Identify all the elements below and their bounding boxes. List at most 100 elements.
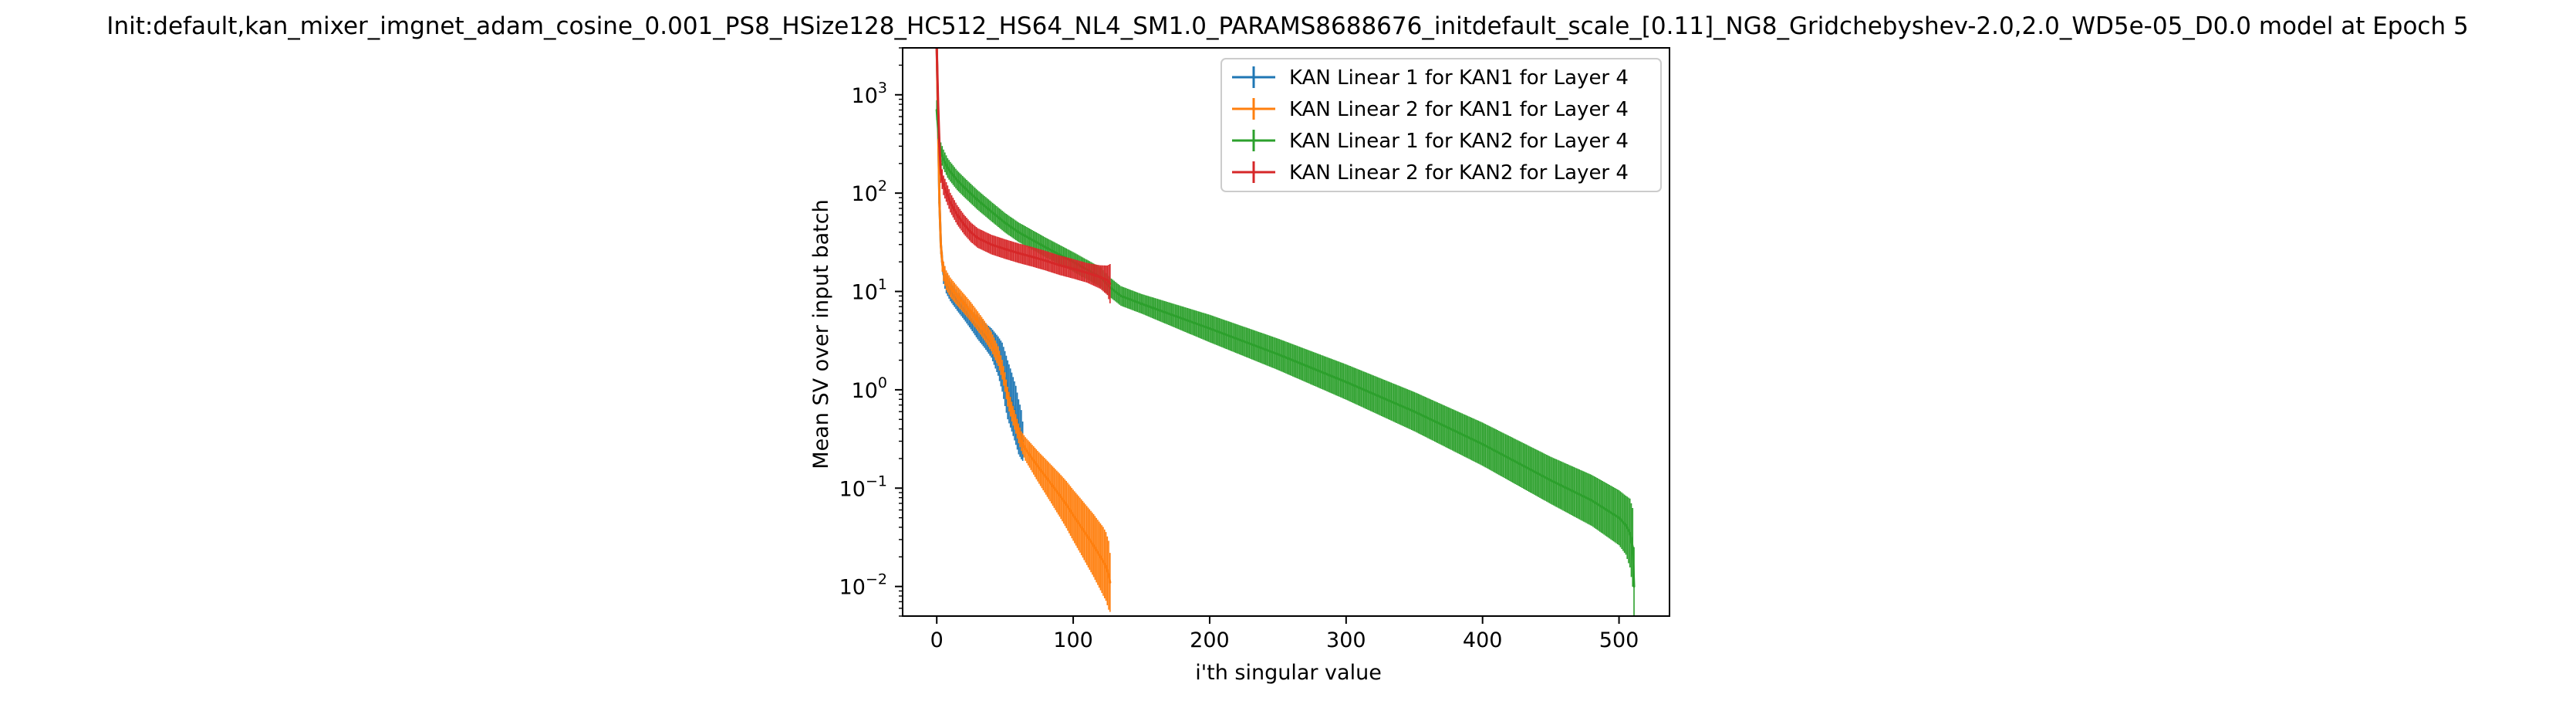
series-1-point-9 [963,302,966,305]
series-2-point-8 [963,185,966,188]
legend-label-1: KAN Linear 2 for KAN1 for Layer 4 [1289,98,1629,121]
series-2-point-22 [1413,410,1416,413]
series-3-point-8 [963,223,966,226]
series-1-point-11 [976,320,979,323]
series-1-point-24 [1038,466,1041,469]
series-2-point-30 [1632,585,1636,588]
series-3-point-17 [1072,267,1075,270]
series-3-point-19 [1099,276,1102,279]
series-2-point-10 [990,210,993,213]
series-1-point-19 [1015,422,1018,425]
legend-box [1220,58,1662,192]
x-axis-label: i'th singular value [1195,661,1382,685]
series-1-point-32 [1092,544,1096,547]
y-tick-label-4: 102 [852,178,887,206]
series-2-point-18 [1140,302,1143,305]
series-1-point-22 [1024,448,1027,451]
series-3-point-3 [940,171,943,174]
series-3-errorbars-path [936,48,1111,303]
series-2-point-4 [942,158,945,161]
series-1-point-4 [940,260,944,263]
series-2-point-26 [1618,516,1621,520]
series-1-point-8 [956,294,959,297]
series-2-point-11 [1004,221,1007,224]
series-1-point-10 [969,310,972,313]
plot-frame [902,47,1670,617]
series-1-point-23 [1031,457,1034,460]
series-1-point-21 [1020,440,1023,443]
chart-title: Init:default,kan_mixer_imgnet_adam_cosin… [106,12,2468,40]
series-1-line [935,48,1112,583]
series-1-point-31 [1085,534,1089,537]
y-tick-label-exp-1: −1 [866,472,887,489]
x-axis: 0 100 200 300 400 500 [930,616,1639,652]
series-2-point-21 [1345,381,1348,384]
series-2-point-27 [1624,523,1627,527]
series-layer [935,48,1636,616]
series-3-point-13 [1017,252,1020,255]
y-tick-label-base-4: 10 [852,182,878,206]
series-3-point-6 [949,201,952,204]
series-2-point-23 [1481,442,1484,445]
series-1-point-26 [1052,485,1055,488]
series-3-point-2 [938,144,941,147]
y-tick-label-base-5: 10 [852,84,878,108]
series-3-line [935,48,1112,285]
legend-label-0: KAN Linear 1 for KAN1 for Layer 4 [1289,66,1629,90]
series-1-point-15 [1001,368,1004,371]
y-tick-label-0: 10−2 [839,571,887,600]
x-tick-label-5: 500 [1599,628,1639,652]
y-tick-label-base-3: 10 [852,281,878,305]
series-1-point-3 [940,243,943,246]
y-tick-label-1: 10−1 [839,472,887,501]
series-1-point-35 [1105,565,1108,568]
series-2-point-17 [1119,294,1123,297]
series-2-point-6 [949,170,952,173]
series-1-point-2 [938,201,941,204]
series-1-errorbars-path [936,48,1111,612]
series-2-point-29 [1631,546,1634,549]
series-1-point-6 [945,279,948,282]
series-3-point-16 [1058,263,1061,266]
series-1-point-37 [1109,581,1112,584]
series-3-point-14 [1031,256,1034,259]
x-tick-label-3: 300 [1326,628,1366,652]
series-0-line [935,48,1025,442]
y-tick-label-2: 100 [852,374,887,403]
series-1-point-36 [1107,574,1110,577]
series-1-point-13 [990,340,993,343]
x-tick-label-4: 400 [1463,628,1503,652]
y-tick-label-base-2: 10 [852,379,878,403]
y-tick-label-exp-5: 3 [878,80,887,97]
series-3-point-18 [1085,271,1089,274]
series-1-point-30 [1079,523,1082,527]
series-2-point-28 [1629,531,1632,534]
legend-item-2: KAN Linear 1 for KAN2 for Layer 4 [1232,130,1629,153]
series-3-point-1 [937,103,940,106]
series-2-point-13 [1045,246,1048,249]
series-1-point-27 [1058,493,1061,496]
series-3-point-15 [1045,259,1048,262]
series-1-point-17 [1006,395,1009,398]
series-2-point-12 [1017,231,1020,234]
series-1-point-25 [1045,476,1048,479]
legend-item-0: KAN Linear 1 for KAN1 for Layer 4 [1232,66,1629,90]
legend-item-1: KAN Linear 2 for KAN1 for Layer 4 [1232,98,1629,121]
y-tick-label-exp-2: 0 [878,374,887,391]
series-1-point-18 [1010,410,1013,413]
series-1-point-5 [942,270,945,273]
y-tick-label-base-0: 10 [839,576,866,600]
series-2-point-20 [1276,353,1279,356]
series-2-point-19 [1208,327,1211,330]
series-1-point-28 [1065,503,1068,506]
series-3-point-20 [1106,279,1109,282]
y-tick-label-exp-3: 1 [878,276,887,293]
series-3 [935,48,1112,303]
x-tick-label-2: 200 [1190,628,1230,652]
series-2-point-25 [1590,499,1593,502]
series-3-point-10 [976,236,979,239]
series-3-point-11 [990,243,993,246]
legend-item-3: KAN Linear 2 for KAN2 for Layer 4 [1232,161,1629,185]
